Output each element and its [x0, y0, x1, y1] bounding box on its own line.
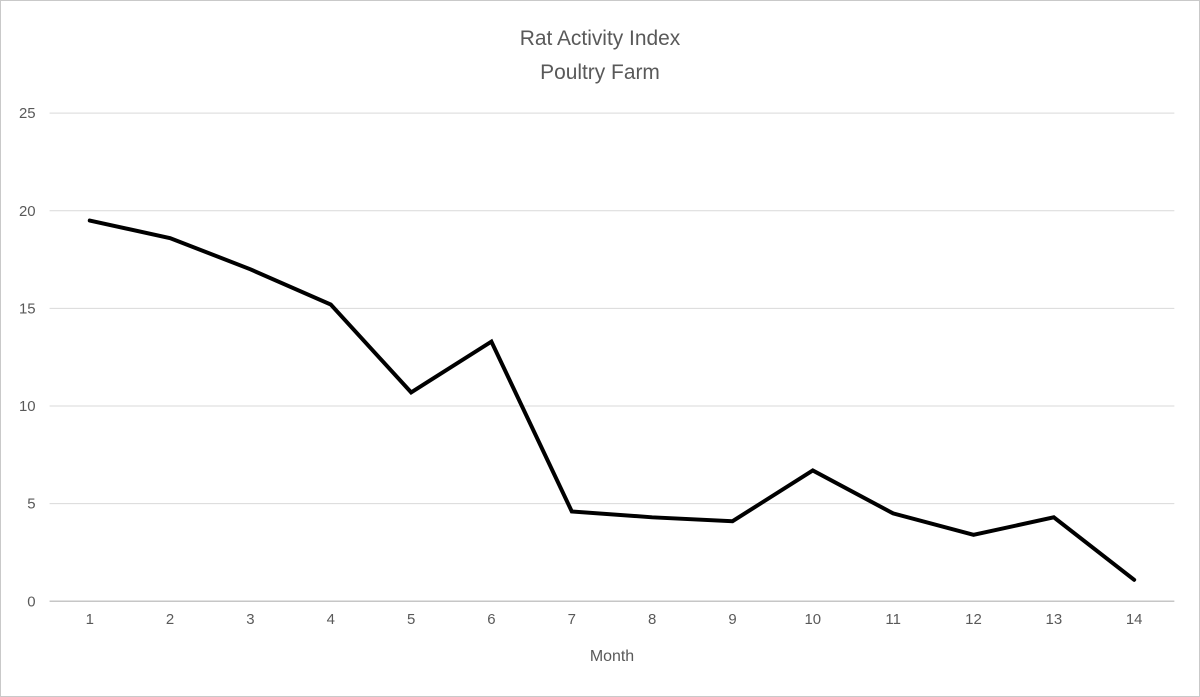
- y-tick-label: 25: [19, 105, 36, 122]
- y-tick-label: 5: [27, 496, 35, 513]
- x-axis-title: Month: [590, 648, 634, 665]
- x-tick-label: 11: [885, 611, 901, 628]
- x-tick-label: 5: [407, 611, 415, 628]
- x-tick-label: 4: [327, 611, 335, 628]
- chart-subtitle: Poultry Farm: [540, 61, 660, 84]
- y-tick-label: 15: [19, 300, 36, 317]
- data-series-line: [87, 218, 1137, 582]
- x-tick-label: 10: [805, 611, 822, 628]
- gridlines: [49, 112, 1175, 603]
- x-tick-label: 3: [246, 611, 254, 628]
- x-tick-label: 1: [86, 611, 94, 628]
- x-axis-tick-labels: 1 2 3 4 5 6 7 8 9 10 11 12 13 14: [86, 611, 1143, 628]
- x-tick-label: 12: [965, 611, 982, 628]
- x-tick-label: 14: [1126, 611, 1143, 628]
- y-tick-label: 20: [19, 203, 36, 220]
- x-tick-label: 8: [648, 611, 656, 628]
- chart-title: Rat Activity Index: [520, 27, 681, 50]
- x-tick-label: 6: [487, 611, 495, 628]
- x-tick-label: 7: [568, 611, 576, 628]
- y-axis-tick-labels: 0 5 10 15 20 25: [19, 105, 36, 610]
- x-tick-label: 9: [728, 611, 736, 628]
- x-tick-label: 2: [166, 611, 174, 628]
- x-tick-label: 13: [1046, 611, 1063, 628]
- y-tick-label: 0: [27, 593, 35, 610]
- y-tick-label: 10: [19, 398, 36, 415]
